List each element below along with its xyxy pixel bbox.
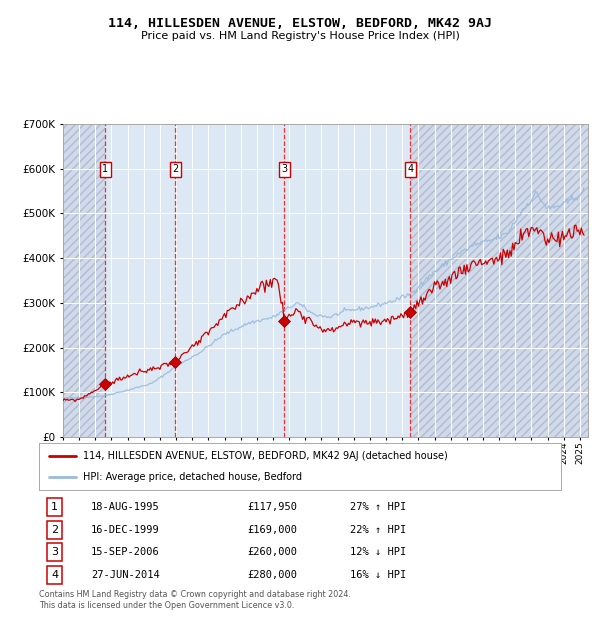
Bar: [410, 124, 588, 437]
Text: 16% ↓ HPI: 16% ↓ HPI: [350, 570, 406, 580]
Text: £260,000: £260,000: [248, 547, 298, 557]
Bar: [106, 124, 410, 437]
Text: Contains HM Land Registry data © Crown copyright and database right 2024.: Contains HM Land Registry data © Crown c…: [39, 590, 351, 600]
Text: 12% ↓ HPI: 12% ↓ HPI: [350, 547, 406, 557]
Text: 2: 2: [172, 164, 178, 174]
Text: This data is licensed under the Open Government Licence v3.0.: This data is licensed under the Open Gov…: [39, 601, 295, 611]
Text: 2: 2: [51, 525, 58, 534]
Text: £117,950: £117,950: [248, 502, 298, 512]
Text: £169,000: £169,000: [248, 525, 298, 534]
Text: HPI: Average price, detached house, Bedford: HPI: Average price, detached house, Bedf…: [83, 472, 302, 482]
Text: 27% ↑ HPI: 27% ↑ HPI: [350, 502, 406, 512]
Text: 114, HILLESDEN AVENUE, ELSTOW, BEDFORD, MK42 9AJ: 114, HILLESDEN AVENUE, ELSTOW, BEDFORD, …: [108, 17, 492, 30]
Text: 4: 4: [51, 570, 58, 580]
Text: 3: 3: [51, 547, 58, 557]
Bar: [63, 124, 106, 437]
Text: 15-SEP-2006: 15-SEP-2006: [91, 547, 160, 557]
Text: 114, HILLESDEN AVENUE, ELSTOW, BEDFORD, MK42 9AJ (detached house): 114, HILLESDEN AVENUE, ELSTOW, BEDFORD, …: [83, 451, 448, 461]
Text: 18-AUG-1995: 18-AUG-1995: [91, 502, 160, 512]
Text: 1: 1: [102, 164, 109, 174]
Text: 16-DEC-1999: 16-DEC-1999: [91, 525, 160, 534]
Text: 1: 1: [51, 502, 58, 512]
Text: Price paid vs. HM Land Registry's House Price Index (HPI): Price paid vs. HM Land Registry's House …: [140, 31, 460, 41]
Text: 27-JUN-2014: 27-JUN-2014: [91, 570, 160, 580]
Text: 4: 4: [407, 164, 413, 174]
Text: £280,000: £280,000: [248, 570, 298, 580]
Bar: [63, 124, 106, 437]
Text: 22% ↑ HPI: 22% ↑ HPI: [350, 525, 406, 534]
Bar: [410, 124, 588, 437]
Text: 3: 3: [281, 164, 287, 174]
